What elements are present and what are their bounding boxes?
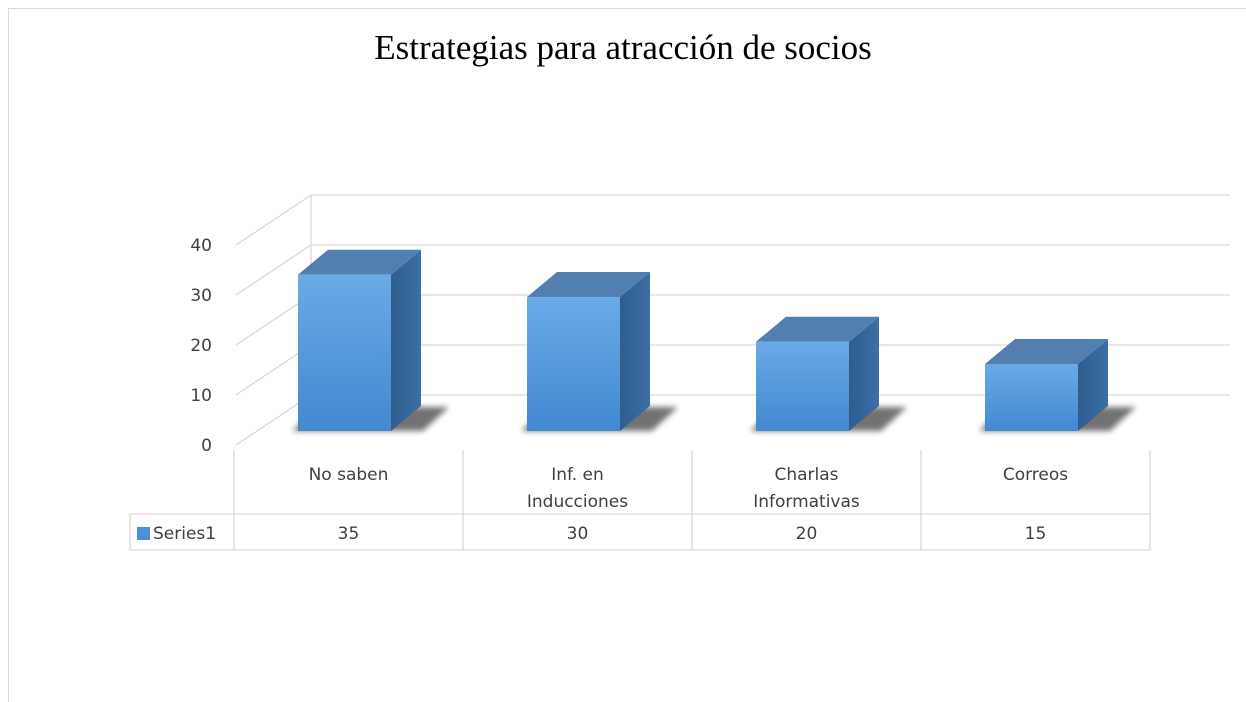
data-label: 20	[796, 524, 818, 544]
x-tick-label: Informativas	[753, 492, 860, 512]
bar-front	[298, 275, 391, 431]
x-tick-label: Inf. en	[551, 465, 604, 485]
y-tick-label: 40	[190, 236, 212, 256]
data-label: 30	[567, 524, 589, 544]
legend-entry: Series1	[153, 524, 216, 544]
y-tick-label: 10	[190, 386, 212, 406]
y-tick-label: 0	[201, 436, 212, 456]
bar-side	[391, 250, 421, 431]
bar-side	[620, 272, 650, 431]
bar	[292, 250, 449, 431]
bar	[521, 272, 678, 431]
bar	[979, 339, 1136, 431]
x-tick-label: Correos	[1003, 465, 1068, 485]
gridline	[236, 195, 1230, 245]
bar-front	[985, 364, 1078, 431]
bar-front	[756, 342, 849, 431]
bar	[750, 317, 907, 431]
legend-swatch	[137, 527, 150, 540]
data-label: 15	[1025, 524, 1047, 544]
bar-front	[527, 297, 620, 431]
x-tick-label: No saben	[309, 465, 389, 485]
data-label: 35	[338, 524, 360, 544]
y-tick-label: 20	[190, 336, 212, 356]
x-tick-label: Charlas	[774, 465, 838, 485]
x-tick-label: Inducciones	[527, 492, 628, 512]
y-tick-label: 30	[190, 286, 212, 306]
